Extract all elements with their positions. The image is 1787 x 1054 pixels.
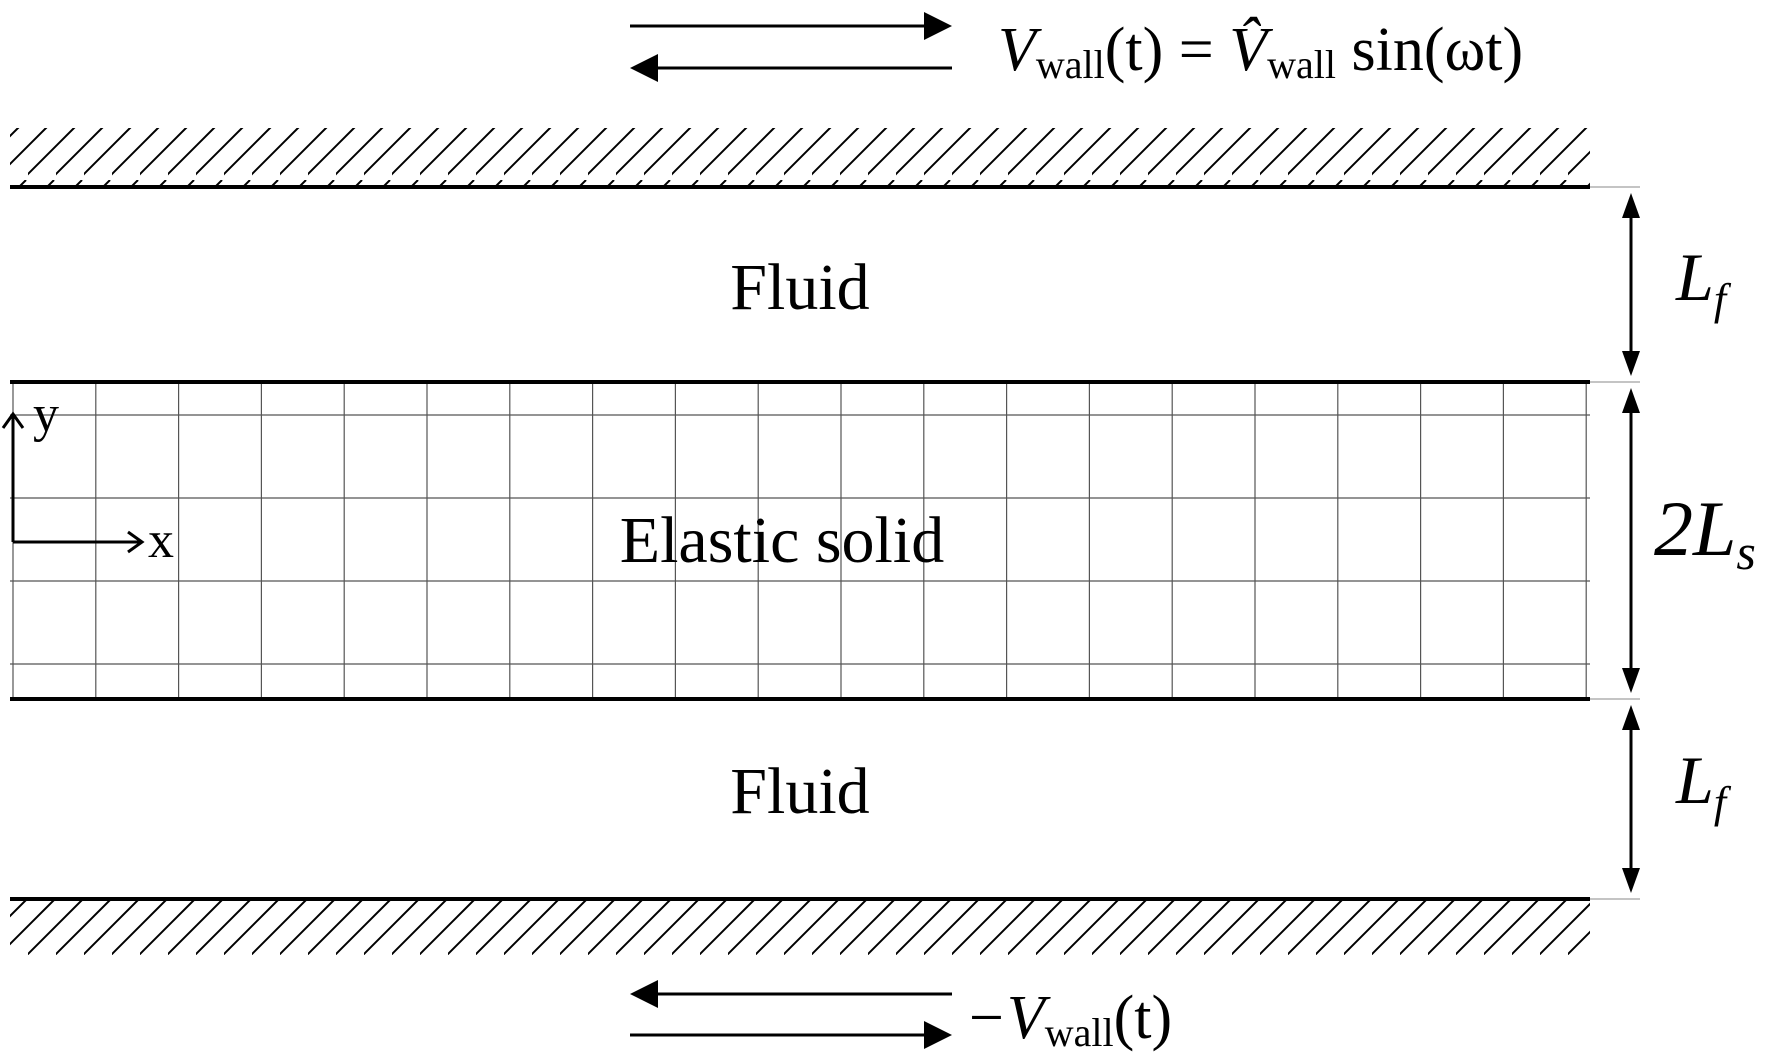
fluid-bottom-thickness-label: Lf [1675, 742, 1732, 827]
top-wall-hatching [10, 128, 1590, 185]
solid-mesh-grid [10, 382, 1590, 699]
top-wall-velocity-arrows [630, 12, 952, 82]
solid-thickness-label: 2Ls [1654, 485, 1756, 580]
fluid-top-label: Fluid [730, 251, 869, 324]
fluid-bottom-dimension-arrow [1622, 705, 1640, 893]
fluid-top-dimension-arrow [1622, 193, 1640, 376]
bottom-wall-hatching [10, 901, 1590, 955]
elastic-solid-label: Elastic solid [620, 504, 944, 577]
top-wall-velocity-label: Vwall(t) = V̂wall sin(ωt) [998, 16, 1523, 87]
y-axis-label: y [33, 386, 59, 443]
solid-dimension-arrow [1622, 388, 1640, 693]
coordinate-axes [1, 411, 145, 554]
bottom-wall-velocity-arrows [630, 980, 952, 1049]
x-axis-label: x [148, 512, 174, 569]
fluid-top-thickness-label: Lf [1675, 239, 1732, 324]
fluid-bottom-label: Fluid [730, 755, 869, 828]
bottom-wall-velocity-label: −Vwall(t) [965, 984, 1172, 1054]
